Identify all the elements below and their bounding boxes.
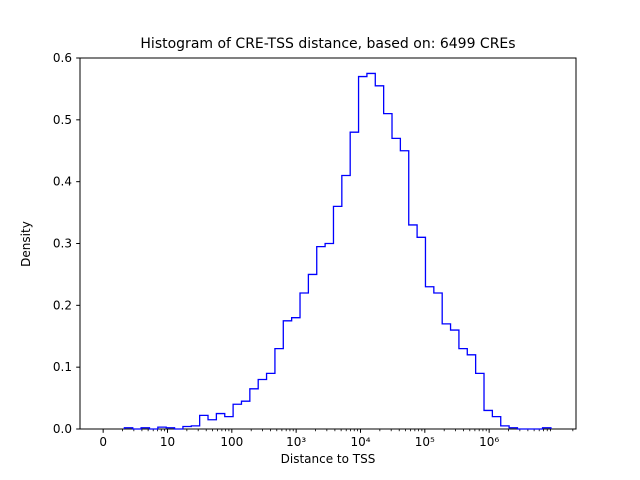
y-tick-label: 0.3 [53, 237, 72, 251]
chart-title: Histogram of CRE-TSS distance, based on:… [140, 36, 516, 52]
y-tick-label: 0.5 [53, 113, 72, 127]
x-tick-label: 10⁴ [350, 435, 370, 449]
y-tick-label: 0.2 [53, 298, 72, 312]
y-tick-label: 0.0 [53, 422, 72, 436]
x-tick-label: 10 [160, 435, 175, 449]
x-tick-label: 0 [99, 435, 107, 449]
x-axis-label: Distance to TSS [280, 452, 376, 466]
histogram-step-line [123, 72, 552, 430]
y-tick-label: 0.4 [53, 175, 72, 189]
x-tick-label: 10⁵ [415, 435, 435, 449]
y-tick-label: 0.1 [53, 360, 72, 374]
y-tick-label: 0.6 [53, 51, 72, 65]
x-tick-label: 10⁶ [479, 435, 499, 449]
x-tick-label: 10³ [286, 435, 306, 449]
x-tick-label: 100 [220, 435, 243, 449]
